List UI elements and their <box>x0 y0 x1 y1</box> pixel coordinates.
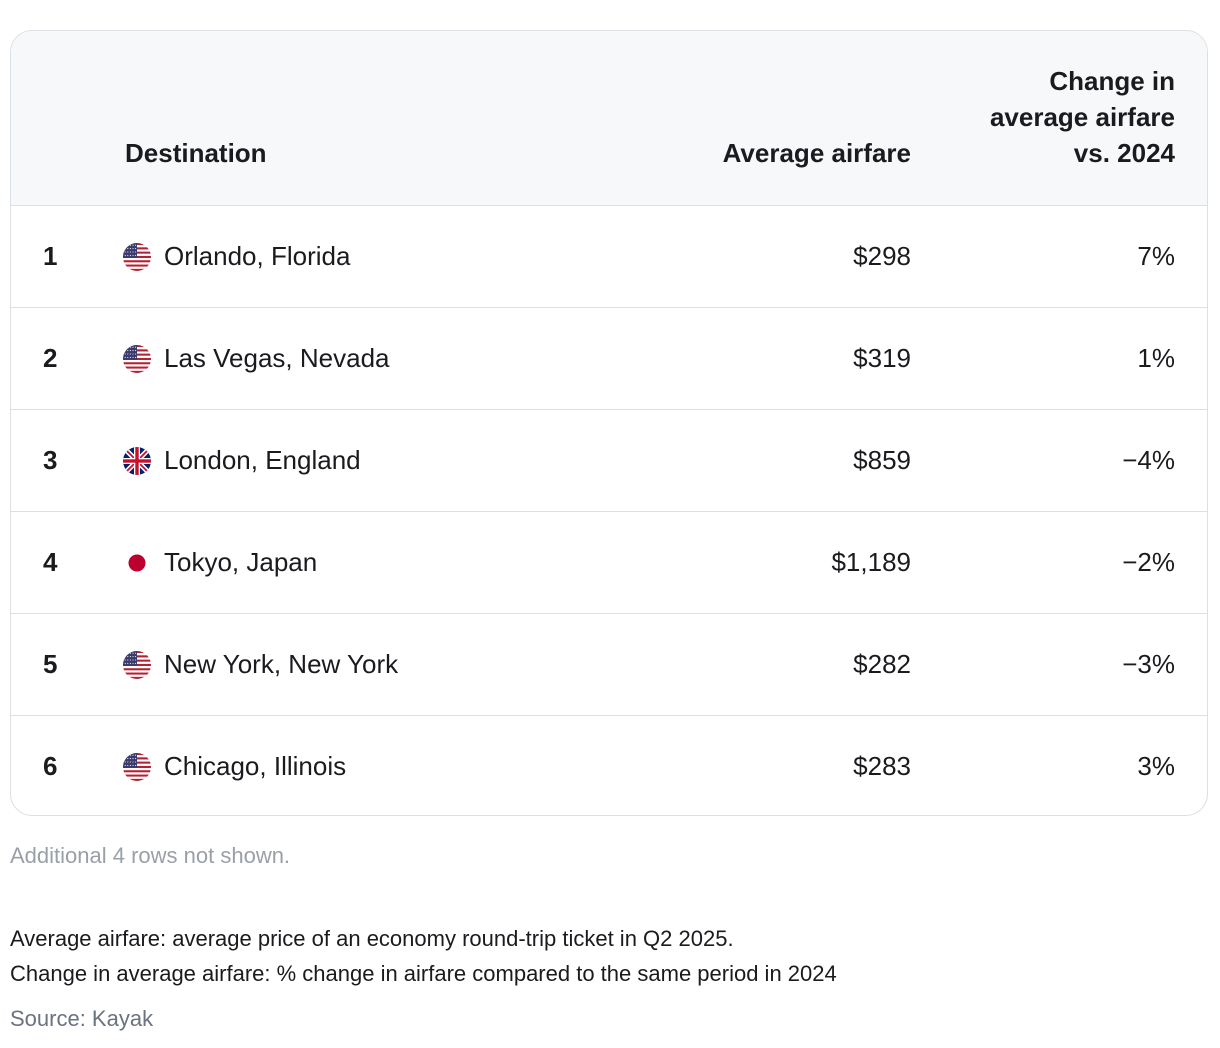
destination-cell: Tokyo, Japan <box>123 512 317 613</box>
change-cell: 3% <box>1137 751 1175 781</box>
footnote-average-airfare: Average airfare: average price of an eco… <box>10 926 734 951</box>
change-cell: −3% <box>1122 649 1175 679</box>
rank-cell: 2 <box>43 343 58 373</box>
header-change: Change in average airfare vs. 2024 <box>935 63 1175 171</box>
table-row: 2 Las Vegas, Nevada $319 1% <box>11 308 1207 410</box>
change-cell: 1% <box>1137 343 1175 373</box>
destination-name: Tokyo, Japan <box>164 547 318 577</box>
table-row: 4 Tokyo, Japan $1,189 −2% <box>11 512 1207 614</box>
us-flag-icon <box>123 242 151 271</box>
us-flag-icon <box>123 650 151 679</box>
header-change-line-1: Change in <box>1049 66 1175 96</box>
change-cell: −4% <box>1122 445 1175 475</box>
rank-cell: 6 <box>43 751 58 781</box>
airfare-table: Destination Average airfare Change in av… <box>10 30 1208 816</box>
table-row: 3 London, England $859 −4% <box>11 410 1207 512</box>
change-cell: −2% <box>1122 547 1175 577</box>
rank-cell: 1 <box>43 241 58 271</box>
average-airfare-cell: $298 <box>853 241 911 271</box>
rank-cell: 4 <box>43 547 58 577</box>
destination-cell: Las Vegas, Nevada <box>123 308 390 409</box>
average-airfare-cell: $283 <box>853 751 911 781</box>
table-row: 1 Orlando, Florida $298 7% <box>11 206 1207 308</box>
table-row: 5 New York, New York $282 −3% <box>11 614 1207 716</box>
destination-name: New York, New York <box>164 649 399 679</box>
us-flag-icon <box>123 344 151 373</box>
destination-cell: New York, New York <box>123 614 398 715</box>
destination-name: Orlando, Florida <box>164 241 351 271</box>
table-row: 6 Chicago, Illinois $283 3% <box>11 716 1207 815</box>
destination-cell: London, England <box>123 410 361 511</box>
header-average-airfare: Average airfare <box>722 138 911 168</box>
header-change-line-2: average airfare <box>989 102 1175 132</box>
average-airfare-cell: $282 <box>853 649 911 679</box>
header-destination: Destination <box>125 138 267 168</box>
source-note: Source: Kayak <box>10 1006 154 1031</box>
us-flag-icon <box>123 752 151 781</box>
rank-cell: 5 <box>43 649 58 679</box>
average-airfare-cell: $319 <box>853 343 911 373</box>
destination-name: London, England <box>164 445 361 475</box>
average-airfare-cell: $1,189 <box>831 547 911 577</box>
japan-flag-icon <box>123 548 151 577</box>
destination-cell: Chicago, Illinois <box>123 716 347 815</box>
change-cell: 7% <box>1137 241 1175 271</box>
destination-name: Chicago, Illinois <box>164 751 347 781</box>
rank-cell: 3 <box>43 445 58 475</box>
destination-name: Las Vegas, Nevada <box>164 343 390 373</box>
rows-hidden-note: Additional 4 rows not shown. <box>10 843 291 868</box>
uk-flag-icon <box>123 446 151 475</box>
average-airfare-cell: $859 <box>853 445 911 475</box>
table-header: Destination Average airfare Change in av… <box>11 31 1207 206</box>
header-change-line-3: vs. 2024 <box>1073 138 1175 168</box>
footnote-change: Change in average airfare: % change in a… <box>10 961 837 986</box>
destination-cell: Orlando, Florida <box>123 206 350 307</box>
